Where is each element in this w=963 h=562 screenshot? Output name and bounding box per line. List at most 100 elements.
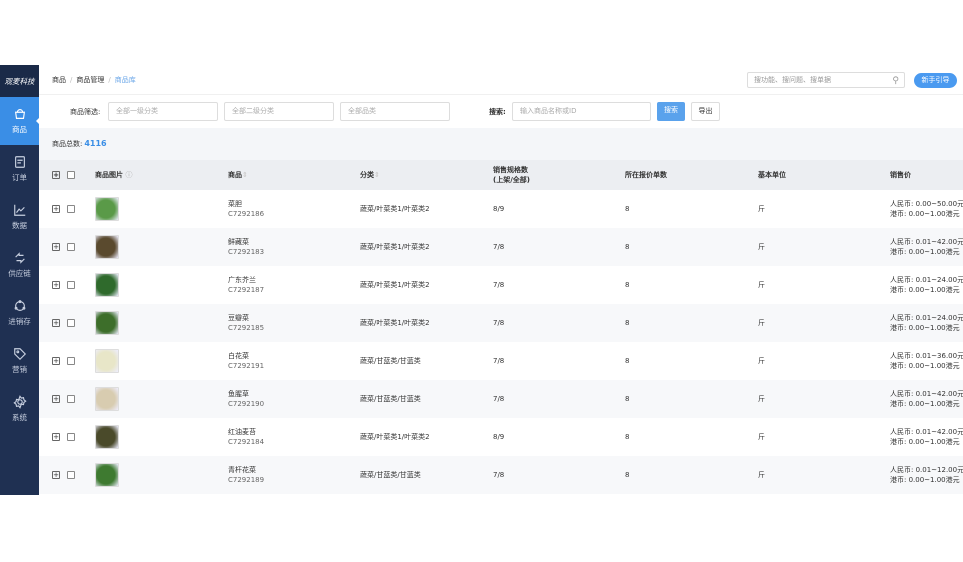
row-checkbox[interactable] bbox=[67, 205, 75, 213]
search-label: 搜索: bbox=[489, 108, 506, 116]
spec-count: 8/9 bbox=[493, 205, 505, 213]
product-image[interactable] bbox=[95, 235, 119, 259]
sidebar-item-label: 数据 bbox=[12, 221, 27, 230]
price-hkd: 港币: 0.00~1.00港元 bbox=[890, 210, 960, 218]
product-search-input[interactable]: 输入商品名称或ID bbox=[512, 102, 651, 121]
product-category: 蔬菜/叶菜类1/叶菜类2 bbox=[360, 281, 430, 289]
table-row: + 豆瓣菜 C7292185 蔬菜/叶菜类1/叶菜类2 7/8 8 斤 人民币: … bbox=[39, 304, 963, 342]
product-id: C7292189 bbox=[228, 476, 265, 484]
product-category: 蔬菜/甘蓝类/甘蓝类 bbox=[360, 471, 421, 479]
row-checkbox[interactable] bbox=[67, 471, 75, 479]
product-name: 鱼腥草 bbox=[228, 390, 249, 398]
search-placeholder: 搜功能、搜问题、搜单据 bbox=[754, 76, 831, 84]
sidebar-item[interactable]: 供应链 bbox=[0, 241, 39, 289]
base-unit: 斤 bbox=[758, 281, 765, 289]
sidebar: 观麦科技 商品订单数据供应链进销存营销系统 bbox=[0, 65, 40, 495]
expand-row-icon[interactable]: + bbox=[52, 205, 60, 213]
expand-row-icon[interactable]: + bbox=[52, 433, 60, 441]
product-image[interactable] bbox=[95, 197, 119, 221]
price-hkd: 港币: 0.00~1.00港元 bbox=[890, 362, 960, 370]
col-spec-label: 销售规格数 bbox=[493, 166, 528, 174]
sidebar-item[interactable]: 系统 bbox=[0, 385, 39, 433]
product-id: C7292183 bbox=[228, 248, 265, 256]
col-product[interactable]: 商品⇕ bbox=[228, 171, 248, 179]
row-checkbox[interactable] bbox=[67, 433, 75, 441]
quote-count: 8 bbox=[625, 205, 630, 213]
row-checkbox[interactable] bbox=[67, 357, 75, 365]
col-category[interactable]: 分类⇕ bbox=[360, 171, 380, 179]
product-id: C7292187 bbox=[228, 286, 265, 294]
category2-select[interactable]: 全部二级分类 bbox=[224, 102, 334, 121]
price-hkd: 港币: 0.00~1.00港元 bbox=[890, 476, 960, 484]
product-image[interactable] bbox=[95, 311, 119, 335]
product-image[interactable] bbox=[95, 387, 119, 411]
category1-select[interactable]: 全部一级分类 bbox=[108, 102, 218, 121]
pinlei-select[interactable]: 全部品类 bbox=[340, 102, 450, 121]
price-rmb: 人民币: 0.01~42.00元 bbox=[890, 390, 963, 398]
sidebar-item-label: 营销 bbox=[12, 365, 27, 374]
sidebar-item[interactable]: 商品 bbox=[0, 97, 40, 145]
product-image[interactable] bbox=[95, 349, 119, 373]
header: 商品 / 商品管理 / 商品库 搜功能、搜问题、搜单据 ⚲ 新手引导 bbox=[39, 65, 963, 95]
expand-row-icon[interactable]: + bbox=[52, 471, 60, 479]
product-id: C7292190 bbox=[228, 400, 265, 408]
product-name: 白花菜 bbox=[228, 352, 249, 360]
base-unit: 斤 bbox=[758, 243, 765, 251]
sidebar-item-label: 系统 bbox=[12, 413, 27, 422]
breadcrumb-item[interactable]: 商品管理 bbox=[76, 75, 105, 84]
sidebar-item-label: 进销存 bbox=[8, 317, 31, 326]
price-rmb: 人民币: 0.01~42.00元 bbox=[890, 238, 963, 246]
row-checkbox[interactable] bbox=[67, 319, 75, 327]
global-search-input[interactable]: 搜功能、搜问题、搜单据 ⚲ bbox=[747, 72, 905, 88]
basket-icon bbox=[14, 109, 25, 119]
sidebar-item[interactable]: 进销存 bbox=[0, 289, 39, 337]
guide-button[interactable]: 新手引导 bbox=[914, 73, 957, 88]
exchange-icon bbox=[14, 252, 25, 264]
spec-count: 8/9 bbox=[493, 433, 505, 441]
price-rmb: 人民币: 0.01~12.00元 bbox=[890, 466, 963, 474]
base-unit: 斤 bbox=[758, 205, 765, 213]
col-spec: 销售规格数 (上架/全部) bbox=[493, 165, 530, 185]
product-category: 蔬菜/甘蓝类/甘蓝类 bbox=[360, 395, 421, 403]
sidebar-item[interactable]: 数据 bbox=[0, 193, 39, 241]
product-category: 蔬菜/甘蓝类/甘蓝类 bbox=[360, 357, 421, 365]
expand-all-icon[interactable]: + bbox=[52, 171, 60, 179]
price-hkd: 港币: 0.00~1.00港元 bbox=[890, 324, 960, 332]
row-checkbox[interactable] bbox=[67, 281, 75, 289]
product-image[interactable] bbox=[95, 273, 119, 297]
export-button[interactable]: 导出 bbox=[691, 102, 720, 121]
product-category: 蔬菜/叶菜类1/叶菜类2 bbox=[360, 433, 430, 441]
col-unit: 基本单位 bbox=[758, 171, 786, 179]
spec-count: 7/8 bbox=[493, 357, 505, 365]
product-id: C7292185 bbox=[228, 324, 265, 332]
sidebar-item-label: 商品 bbox=[12, 125, 27, 134]
search-icon[interactable]: ⚲ bbox=[892, 76, 899, 86]
search-button[interactable]: 搜索 bbox=[657, 102, 685, 121]
product-name: 红油麦苔 bbox=[228, 428, 256, 436]
base-unit: 斤 bbox=[758, 395, 765, 403]
expand-row-icon[interactable]: + bbox=[52, 395, 60, 403]
base-unit: 斤 bbox=[758, 471, 765, 479]
product-id: C7292184 bbox=[228, 438, 265, 446]
product-image[interactable] bbox=[95, 463, 119, 487]
expand-row-icon[interactable]: + bbox=[52, 319, 60, 327]
expand-row-icon[interactable]: + bbox=[52, 357, 60, 365]
product-image[interactable] bbox=[95, 425, 119, 449]
sidebar-item[interactable]: 订单 bbox=[0, 145, 39, 193]
logo: 观麦科技 bbox=[0, 65, 39, 97]
breadcrumb-item[interactable]: 商品 bbox=[52, 75, 66, 84]
row-checkbox[interactable] bbox=[67, 243, 75, 251]
sidebar-item[interactable]: 营销 bbox=[0, 337, 39, 385]
row-checkbox[interactable] bbox=[67, 395, 75, 403]
document-icon bbox=[14, 156, 25, 168]
expand-row-icon[interactable]: + bbox=[52, 243, 60, 251]
col-image: 商品图片 bbox=[95, 171, 123, 179]
help-icon[interactable]: ⓘ bbox=[125, 171, 133, 179]
select-all-checkbox[interactable] bbox=[67, 171, 75, 179]
quote-count: 8 bbox=[625, 281, 630, 289]
price-hkd: 港币: 0.00~1.00港元 bbox=[890, 286, 960, 294]
filter-bar: 商品筛选: 全部一级分类 全部二级分类 全部品类 搜索: 输入商品名称或ID 搜… bbox=[39, 95, 963, 128]
cycle-icon bbox=[14, 300, 25, 311]
sidebar-item-label: 供应链 bbox=[8, 269, 31, 278]
expand-row-icon[interactable]: + bbox=[52, 281, 60, 289]
